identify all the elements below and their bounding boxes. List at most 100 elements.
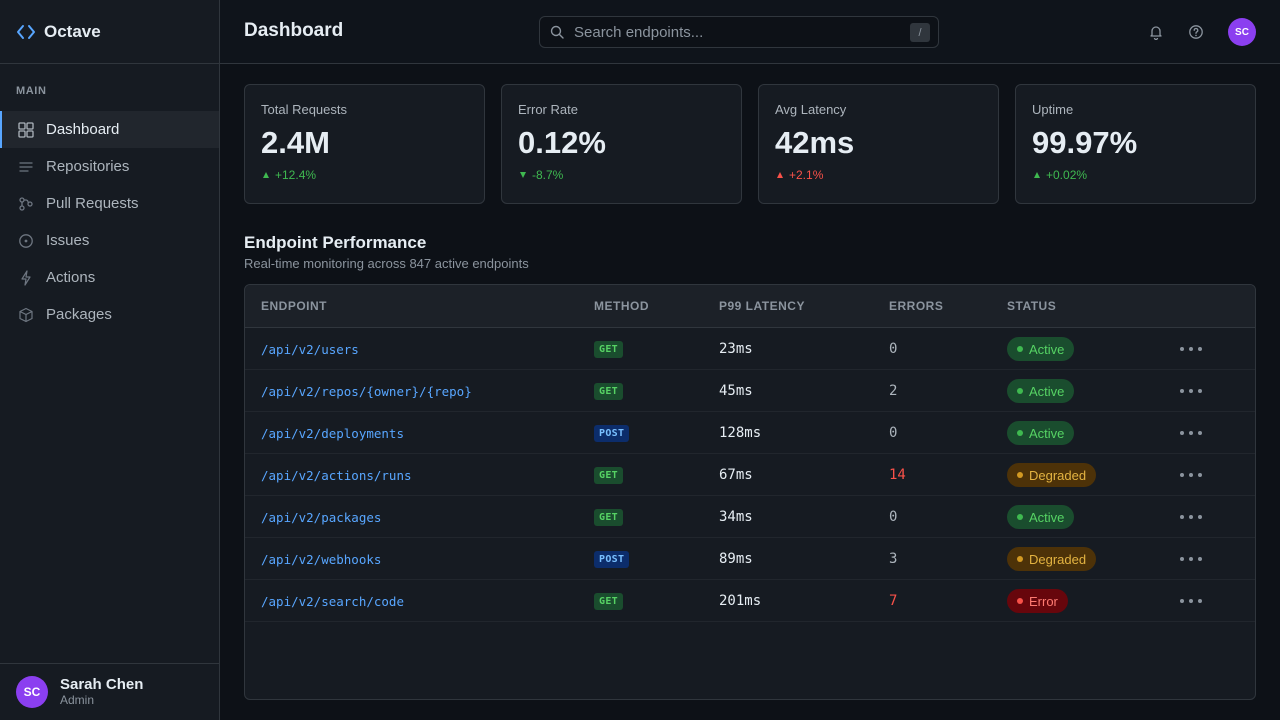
status-badge: Active: [1007, 379, 1075, 403]
column-header-status[interactable]: STATUS: [1007, 299, 1057, 313]
column-header-endpoint[interactable]: ENDPOINT: [261, 299, 328, 313]
table-row[interactable]: /api/v2/webhooks POST 89ms 3 Degraded: [245, 538, 1255, 580]
method-badge: GET: [594, 592, 623, 610]
method-badge: GET: [594, 466, 623, 484]
error-count: 2: [889, 383, 898, 399]
branch-icon: [18, 196, 34, 212]
more-options-icon[interactable]: [1180, 473, 1202, 477]
table-row[interactable]: /api/v2/actions/runs GET 67ms 14 Degraded: [245, 454, 1255, 496]
status-dot-icon: [1017, 556, 1023, 562]
nav-section-label: MAIN: [16, 85, 47, 97]
method-badge: POST: [594, 424, 630, 442]
sidebar-item-repositories[interactable]: Repositories: [0, 148, 219, 185]
help-icon[interactable]: [1188, 24, 1204, 40]
stat-card-uptime: Uptime 99.97% +0.02%: [1015, 84, 1256, 204]
more-options-icon[interactable]: [1180, 515, 1202, 519]
sidebar-item-label: Repositories: [46, 158, 130, 175]
error-count: 7: [889, 593, 898, 609]
endpoint-link[interactable]: /api/v2/packages: [261, 509, 382, 525]
latency-value: 34ms: [719, 509, 753, 525]
endpoint-link[interactable]: /api/v2/webhooks: [261, 551, 382, 567]
brand[interactable]: Octave: [0, 0, 219, 64]
table-row[interactable]: /api/v2/users GET 23ms 0 Active: [245, 328, 1255, 370]
sidebar-item-issues[interactable]: Issues: [0, 222, 219, 259]
more-options-icon[interactable]: [1180, 431, 1202, 435]
stat-label: Total Requests: [261, 102, 347, 117]
error-count: 0: [889, 341, 898, 357]
method-badge: GET: [594, 508, 623, 526]
error-count: 3: [889, 551, 898, 567]
endpoint-link[interactable]: /api/v2/actions/runs: [261, 467, 412, 483]
list-icon: [18, 159, 34, 175]
endpoint-link[interactable]: /api/v2/repos/{owner}/{repo}: [261, 383, 472, 399]
package-icon: [18, 307, 34, 323]
stat-value: 99.97%: [1032, 125, 1138, 160]
status-badge: Error: [1007, 589, 1068, 613]
endpoint-link[interactable]: /api/v2/users: [261, 341, 359, 357]
sidebar-item-label: Packages: [46, 306, 112, 323]
search-box[interactable]: /: [539, 16, 939, 48]
stat-delta: -8.7%: [518, 168, 725, 182]
endpoint-link[interactable]: /api/v2/deployments: [261, 425, 404, 441]
sidebar-item-label: Dashboard: [46, 121, 120, 138]
sidebar-nav: Dashboard Repositories Pull Requests Iss…: [0, 111, 219, 333]
stat-value: 42ms: [775, 125, 855, 160]
stat-delta: +0.02%: [1032, 168, 1239, 182]
error-count: 0: [889, 425, 898, 441]
latency-value: 23ms: [719, 341, 753, 357]
more-options-icon[interactable]: [1180, 347, 1202, 351]
status-dot-icon: [1017, 472, 1023, 478]
status-badge: Degraded: [1007, 547, 1097, 571]
table-body: /api/v2/users GET 23ms 0 Active/api/v2/repos…: [245, 328, 1255, 622]
table-row[interactable]: /api/v2/deployments POST 128ms 0 Active: [245, 412, 1255, 454]
latency-value: 89ms: [719, 551, 753, 567]
table-row[interactable]: /api/v2/repos/{owner}/{repo} GET 45ms 2 Acti…: [245, 370, 1255, 412]
error-count: 0: [889, 509, 898, 525]
sidebar-item-packages[interactable]: Packages: [0, 296, 219, 333]
table-row[interactable]: /api/v2/search/code GET 201ms 7 Error: [245, 580, 1255, 622]
sidebar-item-pull-requests[interactable]: Pull Requests: [0, 185, 219, 222]
latency-value: 128ms: [719, 425, 762, 441]
sidebar-item-label: Actions: [46, 269, 96, 286]
header-avatar[interactable]: SC: [1228, 18, 1256, 46]
stat-delta: +12.4%: [261, 168, 468, 182]
search-input[interactable]: [574, 23, 904, 41]
trend-up-icon: [777, 172, 783, 178]
more-options-icon[interactable]: [1180, 599, 1202, 603]
top-header: Dashboard / SC: [220, 0, 1280, 64]
status-badge: Degraded: [1007, 463, 1097, 487]
user-role: Admin: [60, 693, 95, 707]
sidebar-item-actions[interactable]: Actions: [0, 259, 219, 296]
column-header-method[interactable]: METHOD: [594, 299, 649, 313]
stat-card-avg-latency: Avg Latency 42ms +2.1%: [758, 84, 999, 204]
section-subtitle: Real-time monitoring across 847 active e…: [244, 256, 529, 271]
column-header-errors[interactable]: ERRORS: [889, 299, 944, 313]
table-header: ENDPOINT METHOD P99 LATENCY ERRORS STATU…: [245, 285, 1255, 328]
search-shortcut-key: /: [910, 23, 930, 42]
stat-value: 0.12%: [518, 125, 606, 160]
trend-down-icon: [520, 172, 526, 178]
grid-icon: [18, 121, 34, 138]
endpoint-link[interactable]: /api/v2/search/code: [261, 593, 404, 609]
stats-row: Total Requests 2.4M +12.4% Error Rate 0.…: [244, 84, 1256, 204]
more-options-icon[interactable]: [1180, 557, 1202, 561]
status-badge: Active: [1007, 337, 1075, 361]
bell-icon[interactable]: [1148, 24, 1164, 40]
status-dot-icon: [1017, 388, 1023, 394]
status-dot-icon: [1017, 346, 1023, 352]
method-badge: POST: [594, 550, 630, 568]
status-badge: Active: [1007, 421, 1075, 445]
stat-label: Uptime: [1032, 102, 1074, 117]
sidebar: Octave MAIN Dashboard Repositories Pull …: [0, 0, 220, 720]
page-title: Dashboard: [244, 20, 344, 41]
stat-delta: +2.1%: [775, 168, 982, 182]
column-header-latency[interactable]: P99 LATENCY: [719, 299, 805, 313]
latency-value: 67ms: [719, 467, 753, 483]
error-count: 14: [889, 467, 906, 483]
more-options-icon[interactable]: [1180, 389, 1202, 393]
stat-label: Avg Latency: [775, 102, 847, 117]
sidebar-item-label: Issues: [46, 232, 90, 249]
user-profile[interactable]: SC Sarah Chen Admin: [0, 663, 219, 720]
sidebar-item-dashboard[interactable]: Dashboard: [0, 111, 219, 148]
table-row[interactable]: /api/v2/packages GET 34ms 0 Active: [245, 496, 1255, 538]
